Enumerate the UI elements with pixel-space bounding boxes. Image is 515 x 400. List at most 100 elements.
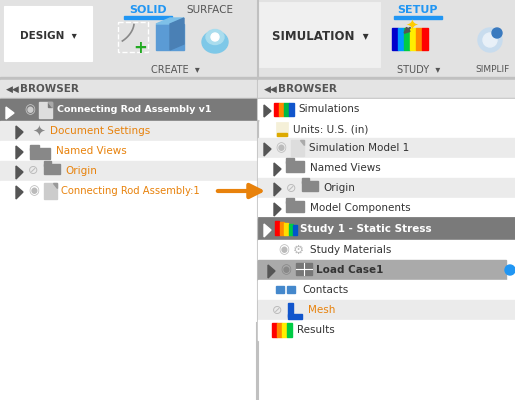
Bar <box>124 16 172 18</box>
Bar <box>279 103 284 116</box>
Text: ◉: ◉ <box>280 264 291 276</box>
Bar <box>0 98 258 99</box>
Bar <box>0 0 515 77</box>
Text: DESIGN  ▾: DESIGN ▾ <box>20 31 76 41</box>
Polygon shape <box>274 203 281 216</box>
Bar <box>291 140 304 156</box>
Bar <box>0 80 258 400</box>
Bar <box>398 28 404 50</box>
Polygon shape <box>170 18 184 50</box>
Text: ◀◀: ◀◀ <box>264 84 278 94</box>
Polygon shape <box>264 105 271 117</box>
Bar <box>284 223 288 235</box>
Bar <box>258 198 515 218</box>
Bar <box>277 323 282 337</box>
Text: Mesh: Mesh <box>308 305 335 315</box>
Text: Origin: Origin <box>65 166 97 176</box>
Bar <box>288 314 302 319</box>
Text: CREATE  ▾: CREATE ▾ <box>150 65 199 75</box>
Bar <box>0 80 258 98</box>
Text: Study 1 - Static Stress: Study 1 - Static Stress <box>300 224 432 234</box>
Bar <box>275 221 279 235</box>
Text: ✦: ✦ <box>32 124 45 138</box>
Polygon shape <box>300 140 304 145</box>
Bar <box>277 133 287 136</box>
Bar <box>410 28 416 50</box>
Bar <box>287 286 295 293</box>
Text: +: + <box>133 39 147 57</box>
Bar <box>39 102 52 118</box>
Ellipse shape <box>206 30 224 44</box>
Bar <box>258 260 506 280</box>
Bar <box>48 102 52 107</box>
Text: Units: U.S. (in): Units: U.S. (in) <box>293 124 368 134</box>
Bar <box>258 98 515 99</box>
Text: ⊘: ⊘ <box>272 304 283 316</box>
Bar <box>288 224 293 235</box>
Bar <box>271 120 431 138</box>
Bar <box>118 22 148 52</box>
Bar <box>258 280 515 300</box>
Bar <box>44 183 57 199</box>
Bar <box>302 178 309 183</box>
Text: Simulation Model 1: Simulation Model 1 <box>309 143 409 153</box>
Text: Load Case1: Load Case1 <box>316 265 383 275</box>
Ellipse shape <box>483 33 497 47</box>
Bar <box>258 240 515 260</box>
Bar <box>258 158 515 178</box>
Polygon shape <box>264 143 271 156</box>
Bar <box>258 320 515 340</box>
Bar <box>274 103 279 116</box>
Text: BROWSER: BROWSER <box>20 84 79 94</box>
Bar <box>288 303 293 317</box>
Text: STUDY  ▾: STUDY ▾ <box>398 65 441 75</box>
Bar <box>258 138 515 158</box>
Bar <box>261 4 379 66</box>
Bar <box>276 286 284 293</box>
Polygon shape <box>16 166 23 179</box>
Bar <box>259 218 514 240</box>
Bar <box>0 77 515 80</box>
Bar <box>0 161 258 181</box>
Bar <box>394 16 442 18</box>
Polygon shape <box>48 102 52 107</box>
Bar <box>0 121 258 141</box>
Polygon shape <box>264 224 271 237</box>
Bar <box>286 198 294 203</box>
Text: ⊘: ⊘ <box>28 164 39 178</box>
Bar <box>30 148 50 159</box>
Text: Simulations: Simulations <box>298 104 359 114</box>
Text: ⊘: ⊘ <box>286 182 297 194</box>
Polygon shape <box>274 163 281 176</box>
Text: Contacts: Contacts <box>302 285 348 295</box>
Bar <box>282 323 287 337</box>
Text: ◉: ◉ <box>275 142 286 154</box>
Text: ⚙: ⚙ <box>293 244 304 256</box>
Bar <box>276 122 288 136</box>
Bar <box>422 28 428 50</box>
Bar <box>0 181 258 201</box>
Bar <box>293 225 297 235</box>
Bar <box>289 103 294 116</box>
Text: SIMULATION  ▾: SIMULATION ▾ <box>272 30 368 44</box>
Bar <box>416 28 422 50</box>
Bar <box>0 340 515 400</box>
Bar <box>0 141 258 161</box>
Text: ◉: ◉ <box>24 104 35 116</box>
Bar <box>272 323 277 337</box>
Bar <box>286 161 304 172</box>
Text: ✦: ✦ <box>406 18 418 32</box>
Bar <box>258 99 515 119</box>
Text: Results: Results <box>297 325 335 335</box>
Circle shape <box>492 28 502 38</box>
Bar <box>4 6 92 61</box>
Text: ◉: ◉ <box>278 244 289 256</box>
Polygon shape <box>6 107 14 119</box>
Polygon shape <box>274 183 281 196</box>
Polygon shape <box>16 186 23 199</box>
Bar <box>284 103 289 116</box>
Text: Named Views: Named Views <box>56 146 127 156</box>
Polygon shape <box>16 146 23 159</box>
Ellipse shape <box>478 28 502 52</box>
Text: SIMPLIF: SIMPLIF <box>476 66 510 74</box>
